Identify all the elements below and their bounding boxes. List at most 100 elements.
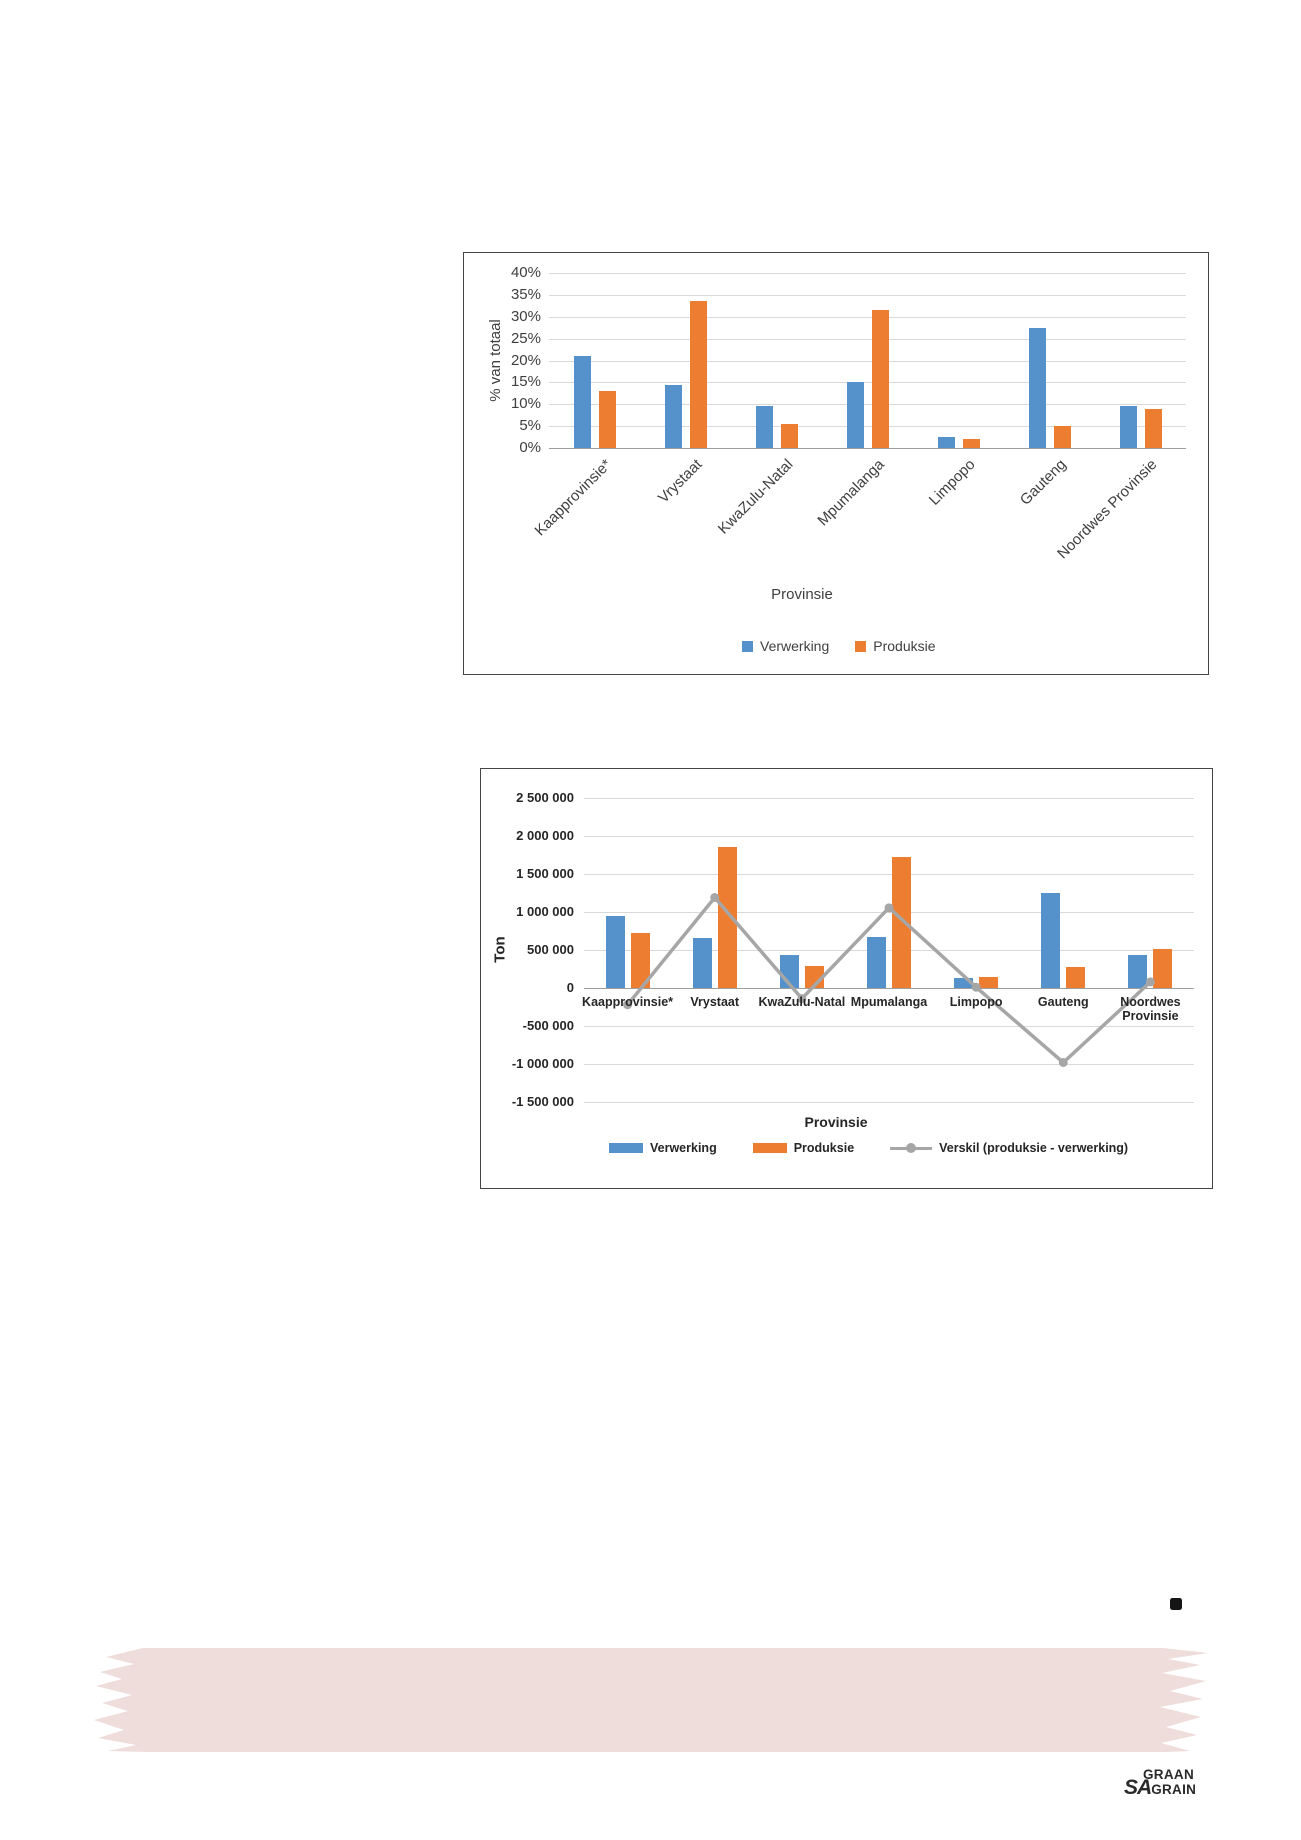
y-tick-label: -1 500 000 <box>511 1094 574 1109</box>
y-tick-label: 40% <box>510 264 541 281</box>
y-tick-label: 35% <box>510 285 541 303</box>
x-category-label: Gauteng <box>1016 456 1070 509</box>
chart-legend: Verwerking Produksie Verskil (produksie - … <box>609 1141 1128 1155</box>
bar-produksie <box>1153 949 1173 988</box>
tonnage-chart: 2 500 000 2 000 000 1 500 000 1 000 000 500 … <box>480 768 1213 1189</box>
legend-item: Verwerking <box>609 1141 717 1155</box>
y-tick-label: 500 000 <box>527 942 574 957</box>
legend-item: Verskil (produksie - verwerking) <box>890 1141 1128 1155</box>
bar-verwerking <box>573 356 591 448</box>
x-category-label: Limpopo <box>925 456 979 509</box>
gridline <box>584 836 1194 837</box>
gridline <box>584 1102 1194 1103</box>
y-axis-title: % van totaal <box>487 319 504 402</box>
y-tick-label: 1 000 000 <box>516 904 574 919</box>
gridline <box>549 404 1186 406</box>
legend-label: Verskil (produksie - verwerking) <box>939 1141 1129 1155</box>
y-tick-label: 0% <box>519 439 541 456</box>
y-tick-label: 2 000 000 <box>516 828 574 843</box>
x-category-label: KwaZulu-Natal <box>714 456 797 538</box>
verskil-marker <box>797 994 807 1004</box>
bar-verwerking <box>664 384 682 448</box>
bar-verwerking <box>937 437 955 448</box>
x-category-label: KwaZulu-Natal <box>758 995 846 1009</box>
logo-text-sa: SA <box>1124 1776 1152 1799</box>
gridline <box>584 1026 1194 1027</box>
verskil-marker <box>710 893 720 903</box>
gridline <box>549 316 1186 318</box>
bar-verwerking <box>692 937 712 988</box>
gridline <box>549 338 1186 340</box>
bar-produksie <box>1144 408 1162 448</box>
bar-produksie <box>630 932 650 988</box>
x-category-label: Kaapprovinsie* <box>531 456 615 540</box>
bar-produksie <box>780 423 798 448</box>
legend-label: Verwerking <box>760 638 830 654</box>
gridline <box>549 382 1186 384</box>
gridline <box>584 1064 1194 1065</box>
gridline <box>549 360 1186 362</box>
legend-item: Produksie <box>855 638 936 654</box>
gridline <box>584 874 1194 875</box>
bar-verwerking <box>1128 955 1148 988</box>
produksie-legend-swatch <box>752 1143 787 1153</box>
x-category-label: Mpumalanga <box>814 456 888 530</box>
gridline <box>549 294 1186 296</box>
bar-verwerking <box>1119 406 1137 448</box>
logo-text-grain: GRAIN <box>1151 1782 1197 1797</box>
bar-produksie <box>979 977 999 988</box>
verskil-line-layer <box>623 893 1155 1067</box>
y-tick-label: 2 500 000 <box>516 790 574 805</box>
bar-verwerking <box>867 937 886 988</box>
bar-verwerking <box>954 978 974 988</box>
y-tick-label: 25% <box>510 329 541 347</box>
verskil-legend-swatch <box>890 1143 933 1153</box>
gridline <box>584 950 1194 951</box>
gridline <box>549 426 1186 428</box>
x-category-label: Vrystaat <box>690 995 740 1009</box>
bar-produksie <box>1053 426 1071 448</box>
x-axis-title: Provinsie <box>771 586 833 603</box>
x-category-label: Vrystaat <box>654 456 706 507</box>
logo-bottom-row: SA GRAIN <box>1124 1776 1197 1799</box>
x-category-label: Limpopo <box>949 995 1003 1009</box>
x-category-label: Kaapprovinsie* <box>582 995 674 1009</box>
x-category-label: Gauteng <box>1037 995 1089 1009</box>
legend-label: Produksie <box>793 1141 855 1155</box>
verskil-marker <box>1145 977 1155 987</box>
bar-produksie <box>689 301 707 448</box>
plot-area <box>584 798 1194 1103</box>
legend-item: Verwerking <box>742 638 829 654</box>
pink-brush-watermark <box>94 1648 1208 1752</box>
bar-produksie <box>717 847 737 988</box>
y-tick-label: 20% <box>510 351 541 369</box>
bar-verwerking <box>1028 327 1046 448</box>
plot-area <box>549 273 1186 449</box>
verwerking-legend-swatch <box>742 640 753 652</box>
y-tick-label: -500 000 <box>522 1018 574 1033</box>
bar-produksie <box>871 310 889 448</box>
bar-verwerking <box>755 406 773 448</box>
x-category-label: Noordwes Provinsie <box>1054 456 1161 563</box>
legend-label: Verwerking <box>650 1141 717 1155</box>
produksie-legend-swatch <box>855 640 867 652</box>
y-tick-label: 1 500 000 <box>516 866 574 881</box>
gridline <box>584 988 1194 989</box>
x-category-label: Mpumalanga <box>850 995 928 1009</box>
logo-text-graan: GRAAN <box>1143 1767 1194 1782</box>
y-tick-label: 0 <box>566 980 574 995</box>
chart-legend: Verwerking Produksie <box>742 638 936 654</box>
bar-produksie <box>598 391 616 448</box>
verwerking-legend-swatch <box>609 1143 643 1153</box>
verskil-marker <box>971 982 981 992</box>
gridline <box>549 273 1186 274</box>
y-tick-label: 10% <box>510 395 541 413</box>
y-tick-label: 30% <box>510 307 541 325</box>
bar-produksie <box>962 439 980 448</box>
bar-verwerking <box>605 915 625 988</box>
gridline <box>584 912 1194 913</box>
verskil-legend-marker <box>906 1143 917 1153</box>
verskil-line <box>626 894 1152 1065</box>
bar-verwerking <box>1041 893 1061 988</box>
